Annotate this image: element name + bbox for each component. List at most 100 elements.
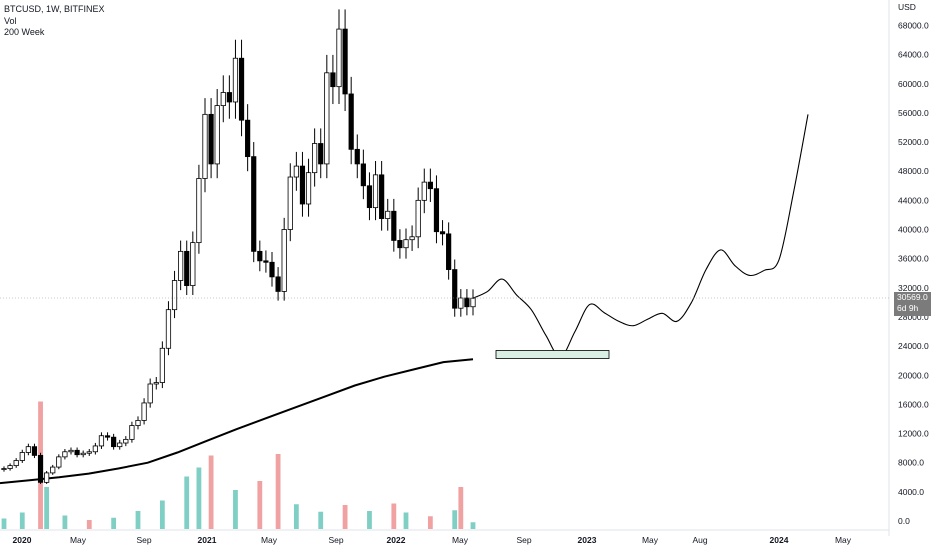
candle-up: [80, 452, 86, 456]
candle-up: [50, 466, 56, 474]
candle-down: [330, 72, 336, 88]
candle-down: [238, 57, 245, 121]
y-tick-label: 44000.0: [898, 195, 929, 205]
candle-down: [446, 233, 452, 270]
x-tick-label: Sep: [328, 535, 343, 545]
volume-bar: [159, 500, 165, 529]
x-tick-label: 2021: [198, 535, 217, 545]
candle-up: [421, 181, 427, 201]
y-tick-label: 16000.0: [898, 399, 929, 409]
volume-bar: [208, 455, 214, 529]
volume-bar: [19, 512, 25, 529]
candle-up: [385, 210, 391, 219]
chart-legend: BTCUSD, 1W, BITFINEX Vol 200 Week: [4, 4, 105, 39]
candle-up: [129, 425, 135, 440]
candle-down: [464, 297, 470, 308]
volume-bar: [403, 512, 409, 529]
y-tick-label: 8000.0: [898, 458, 924, 468]
x-tick-label: 2022: [387, 535, 406, 545]
x-tick-label: May: [452, 535, 469, 545]
time-axis[interactable]: 2020 May Sep 2021 May Sep 2022 May Sep 2023 May Aug…: [13, 535, 852, 545]
y-tick-label: 52000.0: [898, 137, 929, 147]
candle-down: [348, 93, 354, 150]
legend-symbol[interactable]: BTCUSD, 1W, BITFINEX: [4, 4, 105, 14]
x-tick-label: 2020: [13, 535, 32, 545]
candle-up: [293, 165, 299, 178]
candle-down: [366, 185, 373, 209]
volume-bar: [1, 518, 7, 529]
x-tick-label: Sep: [136, 535, 151, 545]
candle-down: [397, 240, 403, 249]
y-tick-label: 56000.0: [898, 108, 929, 118]
candle-down: [360, 163, 366, 187]
volume-bar: [367, 511, 372, 529]
y-axis-unit: USD: [898, 2, 916, 12]
volume-bar: [62, 515, 68, 529]
y-tick-label: 60000.0: [898, 79, 929, 89]
candle-down: [427, 181, 433, 190]
candle-up: [153, 382, 159, 385]
bar-countdown: 6d 9h: [897, 303, 919, 313]
projection-path: [472, 114, 809, 358]
price-axis[interactable]: 68000.0 64000.0 60000.0 56000.0 52000.0 48000…: [898, 2, 929, 526]
support-box: [495, 350, 610, 359]
candle-up: [98, 435, 105, 447]
x-tick-label: May: [835, 535, 852, 545]
candle-down: [433, 188, 440, 233]
candle-up: [141, 402, 147, 421]
legend-ma[interactable]: 200 Week: [4, 27, 45, 37]
candle-down: [37, 455, 44, 483]
candle-down: [275, 276, 281, 292]
candle-up: [44, 472, 50, 483]
candle-up: [123, 438, 129, 444]
y-tick-label: 4000.0: [898, 487, 924, 497]
volume-bar: [342, 505, 348, 529]
candle-up: [68, 449, 74, 453]
candle-up: [147, 383, 153, 404]
volume-bar: [427, 516, 433, 529]
y-tick-label: 48000.0: [898, 166, 929, 176]
volume-bar: [318, 511, 324, 529]
volume-bar: [458, 487, 464, 529]
candle-down: [263, 260, 269, 263]
legend-volume[interactable]: Vol: [4, 15, 17, 26]
candle-up: [312, 143, 318, 174]
candle-up: [7, 465, 13, 469]
x-tick-label: May: [261, 535, 278, 545]
candle-down: [74, 449, 80, 456]
candle-up: [86, 451, 92, 454]
y-tick-label: 32000.0: [898, 283, 929, 293]
candle-up: [117, 442, 123, 448]
candle-up: [214, 105, 220, 165]
candle-up: [25, 446, 31, 453]
candle-down: [245, 119, 251, 158]
volume-bar: [44, 487, 50, 529]
volume-bar: [111, 517, 117, 529]
candle-up: [1, 468, 7, 470]
candle-up: [470, 297, 476, 308]
volume-bar: [86, 520, 92, 529]
candle-up: [220, 92, 226, 107]
volume-bar: [452, 510, 458, 529]
ma-200-week-line: [0, 358, 474, 485]
candle-up: [336, 28, 342, 88]
y-tick-label: 0.0: [898, 516, 910, 526]
candle-up: [159, 347, 165, 383]
x-tick-label: 2023: [578, 535, 597, 545]
x-tick-label: 2024: [770, 535, 789, 545]
volume-bar: [391, 503, 397, 529]
candle-down: [452, 269, 458, 309]
volume-bar: [293, 504, 299, 529]
candle-down: [208, 113, 214, 165]
candle-up: [202, 113, 208, 179]
x-tick-label: May: [70, 535, 87, 545]
candle-down: [354, 148, 360, 165]
candle-up: [92, 445, 98, 453]
candle-up: [415, 199, 421, 238]
candle-down: [318, 143, 324, 165]
candle-down: [391, 210, 397, 241]
candle-up: [196, 178, 202, 244]
